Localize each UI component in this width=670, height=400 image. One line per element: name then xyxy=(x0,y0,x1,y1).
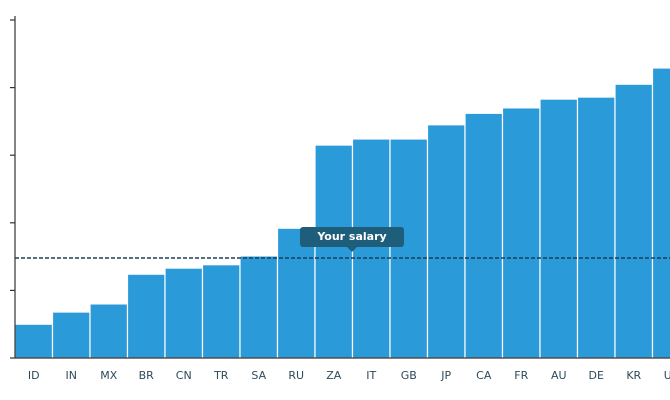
bar xyxy=(576,96,616,359)
bar xyxy=(464,112,504,359)
x-tick-label: DE xyxy=(589,369,604,382)
x-tick-label: ZA xyxy=(326,369,342,382)
bar xyxy=(51,311,91,359)
x-tick-label: FR xyxy=(514,369,528,382)
tooltip-box xyxy=(300,226,404,247)
bar xyxy=(239,255,279,359)
bar xyxy=(614,83,654,359)
x-tick-label: GB xyxy=(401,369,417,382)
bar xyxy=(501,107,541,359)
x-tick-label: SA xyxy=(251,369,266,382)
bar xyxy=(14,323,54,359)
x-tick-label: CA xyxy=(476,369,492,382)
tooltip-pointer xyxy=(347,246,357,252)
bar xyxy=(539,98,579,359)
bar xyxy=(126,273,166,359)
bar xyxy=(201,264,241,359)
bar xyxy=(164,267,204,359)
bar xyxy=(389,138,429,359)
x-tick-label: IT xyxy=(366,369,376,382)
x-tick-label: US xyxy=(664,369,670,382)
x-tick-label: IN xyxy=(66,369,77,382)
bar xyxy=(351,138,391,359)
bar xyxy=(426,124,466,359)
bar xyxy=(89,303,129,359)
x-tick-label: TR xyxy=(213,369,229,382)
bar xyxy=(276,227,316,359)
x-tick-label: ID xyxy=(28,369,40,382)
x-tick-label: CN xyxy=(176,369,192,382)
bar xyxy=(314,144,354,359)
reference-label: Your salary xyxy=(316,230,386,243)
x-tick-label: RU xyxy=(288,369,304,382)
x-tick-label: BR xyxy=(139,369,155,382)
x-tick-label: MX xyxy=(100,369,117,382)
x-tick-label: JP xyxy=(440,369,451,382)
x-tick-label: AU xyxy=(551,369,567,382)
x-tick-label: KR xyxy=(626,369,641,382)
bar xyxy=(651,67,670,359)
